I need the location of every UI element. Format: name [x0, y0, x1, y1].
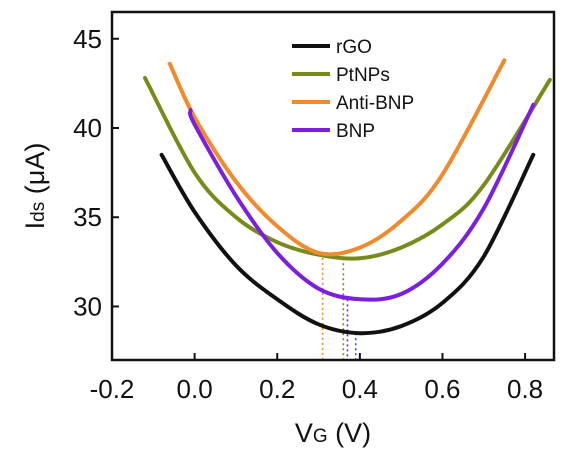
legend: rGO PtNPs Anti-BNP BNP — [292, 37, 414, 142]
y-tick-label: 35 — [73, 202, 102, 232]
y-tick-label: 40 — [73, 113, 102, 143]
x-axis-title-main: V — [295, 418, 313, 448]
x-axis-title-unit: (V) — [328, 418, 372, 448]
series-line-ptnps — [143, 76, 552, 261]
vertical-markers — [321, 252, 357, 360]
y-axis-title-sub: ds — [28, 202, 49, 222]
y-axis-title-unit: (μA) — [20, 143, 50, 202]
y-axis-title: Ids (μA) — [20, 143, 50, 230]
series-line-rgo — [159, 152, 536, 336]
legend-label: Anti-BNP — [336, 93, 414, 114]
series-line-anti-bnp — [167, 58, 507, 257]
plot-frame — [110, 10, 556, 362]
x-tick-label: 0.4 — [342, 374, 378, 404]
legend-label: BNP — [336, 121, 375, 142]
y-axis-title-main: I — [20, 222, 50, 230]
x-axis-title: VG (V) — [295, 418, 371, 448]
series-line-bnp — [187, 102, 536, 302]
legend-label: PtNPs — [336, 65, 390, 86]
legend-label: rGO — [336, 37, 372, 58]
x-tick-label: 0.2 — [259, 374, 295, 404]
x-tick-label: 0.8 — [507, 374, 543, 404]
axis-ticks: -0.2 0.0 0.2 0.4 0.6 0.8 30 35 40 45 — [73, 24, 543, 404]
x-tick-label: -0.2 — [90, 374, 135, 404]
x-tick-label: 0.6 — [424, 374, 460, 404]
y-tick-label: 45 — [73, 24, 102, 54]
y-tick-label: 30 — [73, 291, 102, 321]
x-tick-label: 0.0 — [177, 374, 213, 404]
series-lines — [143, 58, 552, 336]
x-axis-title-sub: G — [313, 426, 328, 447]
